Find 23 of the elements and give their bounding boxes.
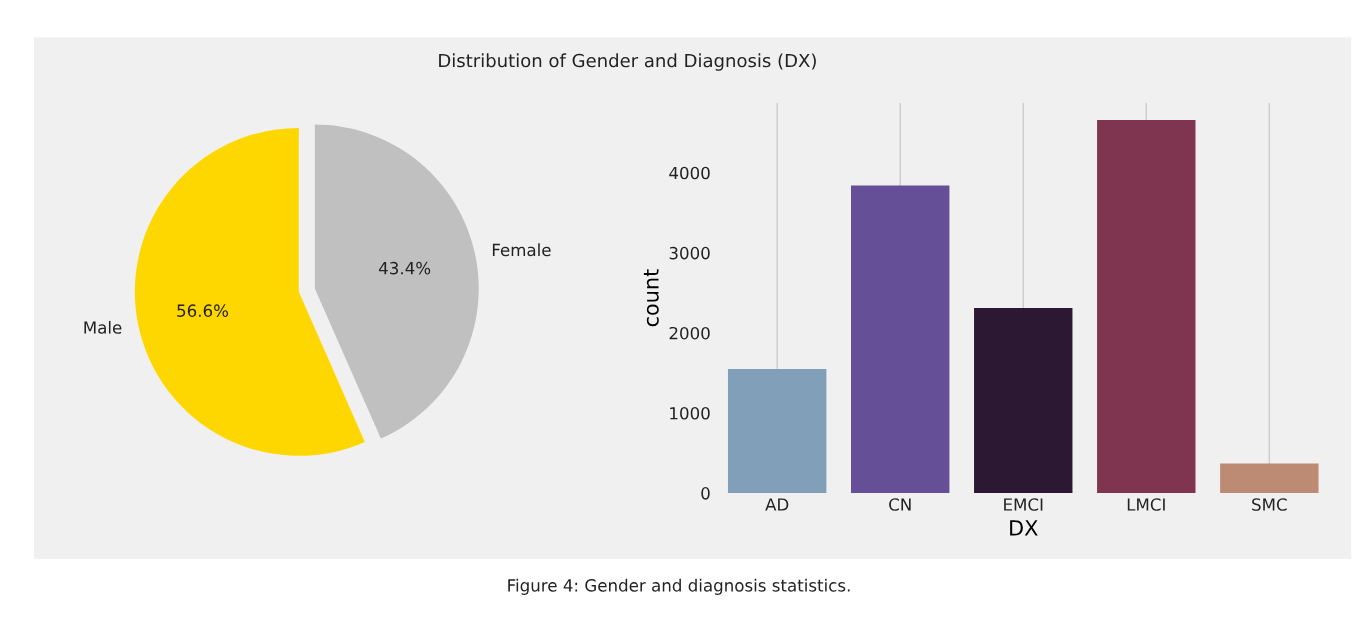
x-tick-label: AD bbox=[765, 498, 789, 511]
y-tick-label: 4000 bbox=[669, 166, 710, 180]
x-tick-label: SMC bbox=[1252, 498, 1287, 511]
bar bbox=[727, 368, 827, 494]
bar bbox=[1220, 463, 1319, 494]
slice-label: Female bbox=[492, 243, 551, 257]
bar bbox=[1097, 119, 1196, 494]
bar bbox=[851, 185, 950, 494]
y-axis-title: count bbox=[643, 269, 659, 327]
y-tick-label: 2000 bbox=[669, 326, 710, 340]
x-tick-label: EMCI bbox=[1004, 498, 1043, 511]
y-tick-label: 1000 bbox=[670, 406, 710, 420]
bar bbox=[974, 308, 1073, 494]
x-tick-label: CN bbox=[889, 498, 911, 511]
y-tick-label: 0 bbox=[701, 487, 710, 500]
x-tick-label: LMCI bbox=[1127, 498, 1165, 511]
data-label: 43.4% bbox=[378, 261, 431, 275]
slice-label: Male bbox=[84, 320, 122, 334]
data-label: 56.6% bbox=[177, 304, 229, 317]
y-tick-label: 3000 bbox=[669, 246, 710, 260]
x-axis-title: DX bbox=[1010, 520, 1038, 536]
caption: Figure 4: Gender and diagnosis statistics. bbox=[508, 578, 850, 595]
text: Distribution of Gender and Diagnosis (DX) bbox=[439, 53, 816, 71]
